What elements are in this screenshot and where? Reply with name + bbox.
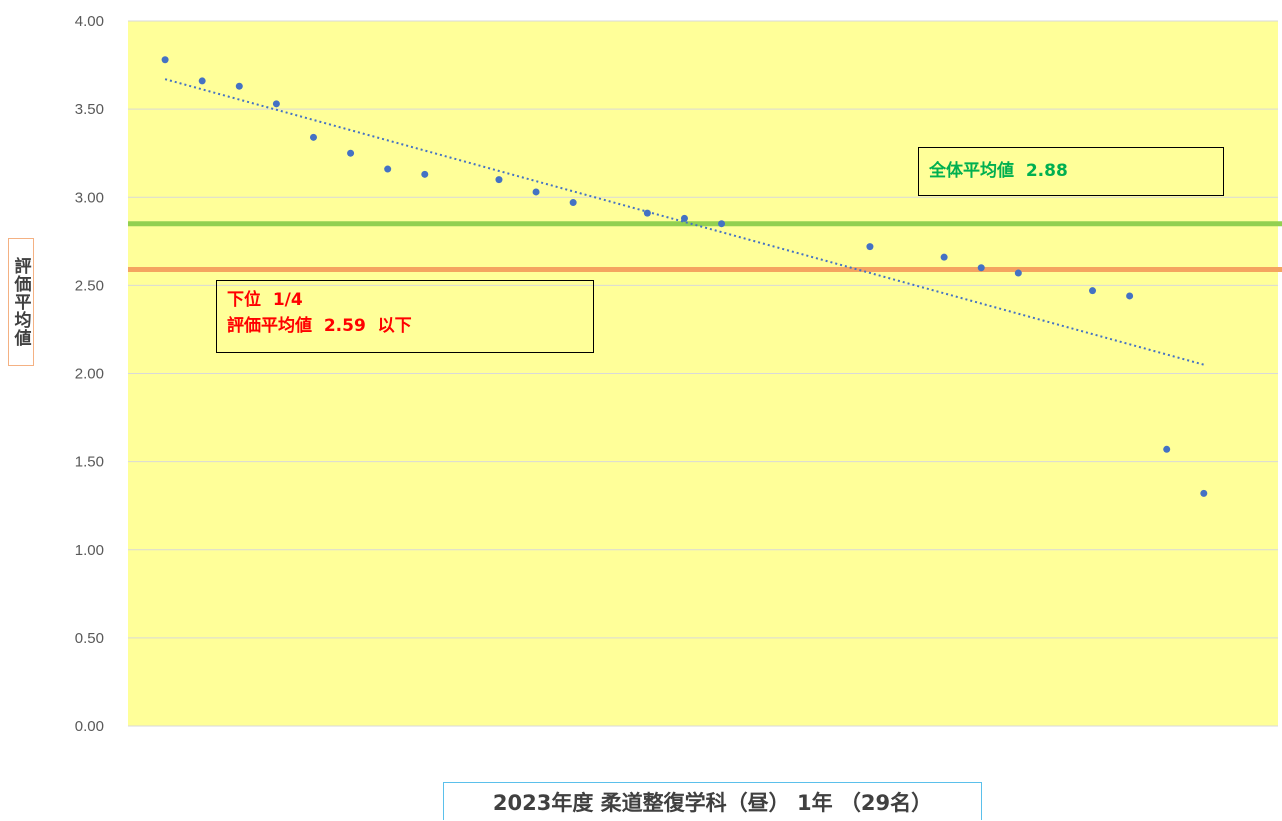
data-point [866, 243, 874, 251]
data-point [421, 170, 429, 178]
data-point [1089, 287, 1097, 295]
lower-quartile-annotation: 下位 1/4 評価平均値 2.59 以下 [216, 280, 594, 353]
lower-quartile-label: 下位 1/4 [227, 290, 303, 310]
data-point [161, 56, 169, 64]
data-point [235, 82, 243, 90]
x-axis-label: 2023年度 柔道整復学科（昼） 1年 （29名） [492, 790, 933, 815]
y-tick-label: 1.50 [75, 454, 104, 471]
lower-quartile-value-label: 評価平均値 2.59 以下 [227, 316, 412, 336]
y-tick-label: 0.50 [75, 630, 104, 647]
y-tick-label: 4.00 [75, 13, 104, 30]
gridlines [128, 20, 1278, 727]
data-point [718, 220, 726, 228]
data-point [940, 253, 948, 261]
data-point [309, 133, 317, 141]
data-point [1014, 269, 1022, 277]
y-tick-label: 3.00 [75, 189, 104, 206]
data-point [532, 188, 540, 196]
data-point [198, 77, 206, 85]
data-point [384, 165, 392, 173]
data-point [1200, 489, 1208, 497]
y-tick-label: 3.50 [75, 101, 104, 118]
y-axis-label: 評価平均値 [10, 257, 31, 347]
y-tick-label: 2.00 [75, 366, 104, 383]
overall-average-annotation: 全体平均値 2.88 [918, 147, 1224, 196]
data-point [495, 176, 503, 184]
y-tick-labels: 0.00 0.50 1.00 1.50 2.00 2.50 3.00 3.50 4.00 [75, 13, 104, 735]
reference-lines [128, 221, 1282, 273]
data-point [1163, 445, 1171, 453]
x-axis-label-box: 2023年度 柔道整復学科（昼） 1年 （29名） [443, 782, 982, 820]
data-point [347, 149, 355, 157]
overall-average-label: 全体平均値 2.88 [929, 161, 1068, 181]
data-point [643, 209, 651, 217]
y-axis-label-box: 評価平均値 [8, 238, 34, 366]
data-point [1126, 292, 1134, 300]
data-point [569, 199, 577, 207]
y-tick-label: 2.50 [75, 277, 104, 294]
data-points [161, 56, 1208, 497]
data-point [272, 100, 280, 108]
y-tick-label: 0.00 [75, 718, 104, 735]
y-tick-label: 1.00 [75, 542, 104, 559]
data-point [977, 264, 985, 272]
data-point [680, 214, 688, 222]
